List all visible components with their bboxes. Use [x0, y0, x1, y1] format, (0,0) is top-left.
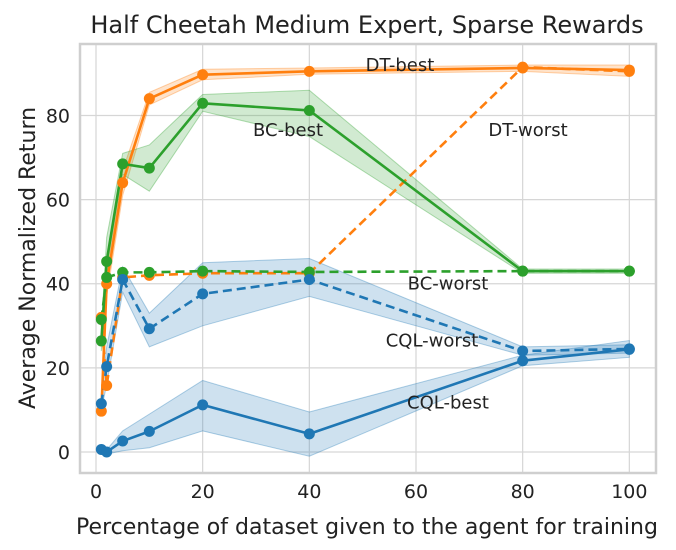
annotation-bc-best: BC-best	[253, 120, 323, 141]
cql-best-point	[117, 435, 129, 447]
cql-worst-line	[100, 278, 630, 404]
cql-best-point	[143, 425, 155, 437]
cql-worst-point	[303, 274, 315, 286]
dt-best-line	[100, 66, 630, 412]
bc-worst-point	[517, 265, 529, 277]
dt-worst-point	[517, 61, 529, 73]
series-points	[95, 61, 635, 458]
y-tick-label-20: 20	[46, 358, 70, 380]
dt-best-point	[117, 177, 129, 189]
annotation-dt-worst: DT-worst	[488, 120, 567, 141]
y-axis-label: Average Normalized Return	[16, 107, 41, 409]
bc-worst-point	[623, 265, 635, 277]
dt-best-point	[95, 405, 107, 417]
x-tick-label-80: 80	[511, 481, 535, 503]
x-tick-label-100: 100	[611, 481, 647, 503]
x-tick-label-40: 40	[297, 481, 321, 503]
cql-best-point	[303, 428, 315, 440]
bc-best-point	[117, 158, 129, 170]
bc-worst-point	[143, 266, 155, 278]
y-tick-label-80: 80	[46, 106, 70, 128]
series-annotations: DT-best DT-worst BC-best BC-worst CQL-worst C…	[253, 55, 568, 413]
bc-best-point	[197, 97, 209, 109]
x-axis-label: Percentage of dataset given to the agent…	[76, 515, 658, 540]
cql-best-point	[101, 446, 113, 458]
x-tick-label-0: 0	[90, 481, 102, 503]
bc-best-point	[303, 104, 315, 116]
bc-worst-point	[101, 271, 113, 283]
cql-best-point	[517, 355, 529, 367]
cql-worst-point	[143, 323, 155, 335]
y-tick-label-60: 60	[46, 190, 70, 212]
cql-best-point	[197, 399, 209, 411]
y-tick-label-0: 0	[58, 442, 70, 464]
annotation-bc-worst: BC-worst	[408, 274, 489, 295]
dt-best-point	[197, 69, 209, 81]
annotation-cql-best: CQL-best	[407, 392, 489, 413]
bc-best-point	[101, 255, 113, 267]
cql-worst-band	[100, 257, 630, 411]
cql-worst-point	[101, 361, 113, 373]
chart-title: Half Cheetah Medium Expert, Sparse Rewar…	[90, 11, 643, 39]
plot-frame	[78, 42, 658, 475]
cql-worst-point	[117, 274, 129, 286]
tick-labels: 0 20 40 60 80 100 0 20 40 60 80	[46, 106, 648, 504]
cql-worst-point	[623, 343, 635, 355]
dt-best-point	[143, 93, 155, 105]
bc-best-line	[100, 102, 630, 342]
bc-best-point	[143, 162, 155, 174]
x-tick-label-60: 60	[404, 481, 428, 503]
x-tick-label-20: 20	[191, 481, 215, 503]
annotation-cql-worst: CQL-worst	[386, 331, 479, 352]
cql-worst-point	[95, 398, 107, 410]
dt-worst-point	[101, 380, 113, 392]
bc-worst-point	[95, 313, 107, 325]
cql-worst-point	[517, 345, 529, 357]
cql-worst-point	[197, 288, 209, 300]
y-tick-label-40: 40	[46, 274, 70, 296]
dt-worst-point	[623, 65, 635, 77]
bc-worst-point	[303, 266, 315, 278]
bc-best-point	[95, 335, 107, 347]
bc-worst-point	[197, 265, 209, 277]
dt-best-point	[303, 65, 315, 77]
annotation-dt-best: DT-best	[366, 55, 435, 76]
